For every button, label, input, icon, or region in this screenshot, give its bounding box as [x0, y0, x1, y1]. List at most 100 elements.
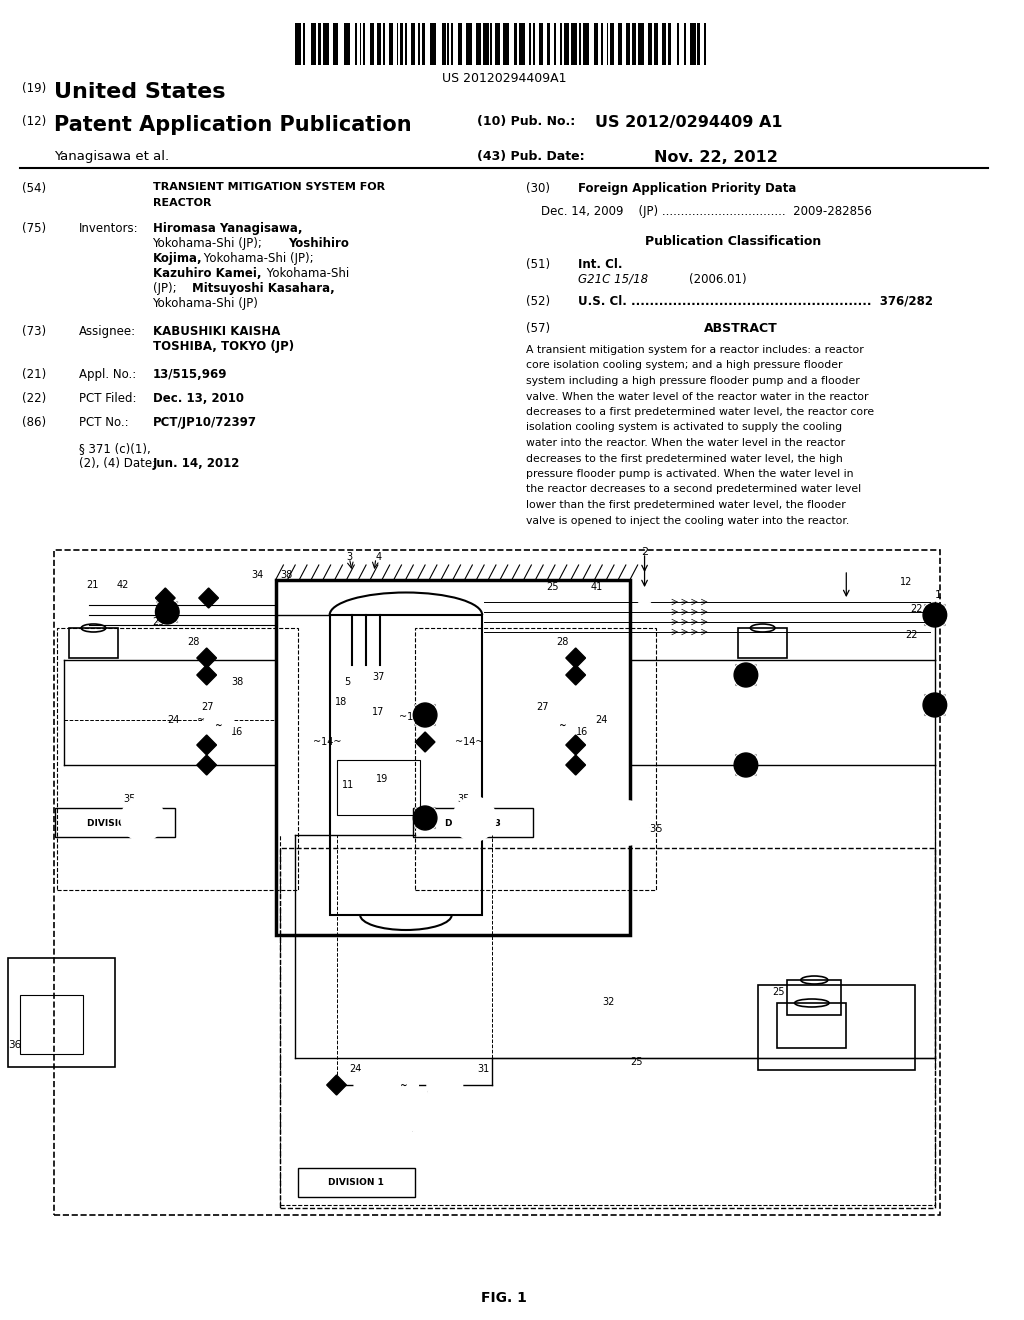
Text: (2006.01): (2006.01): [689, 273, 746, 286]
Bar: [447, 22, 450, 65]
Text: (75): (75): [22, 222, 46, 235]
Bar: [396, 22, 398, 65]
Bar: [653, 22, 657, 65]
Text: 37: 37: [372, 672, 384, 682]
Text: Foreign Application Priority Data: Foreign Application Priority Data: [578, 182, 796, 195]
Polygon shape: [566, 648, 586, 668]
Text: 28: 28: [187, 638, 200, 647]
Text: 5: 5: [344, 677, 350, 686]
Bar: [388, 22, 392, 65]
Text: Yoshihiro: Yoshihiro: [289, 238, 349, 249]
Text: 35: 35: [458, 795, 470, 804]
Text: 31: 31: [431, 1094, 443, 1104]
Bar: [571, 22, 577, 65]
Bar: [495, 22, 501, 65]
Text: 28: 28: [556, 638, 568, 647]
Bar: [412, 22, 415, 65]
Text: ~: ~: [399, 1081, 408, 1089]
Text: isolation cooling system is activated to supply the cooling: isolation cooling system is activated to…: [526, 422, 843, 433]
Bar: [684, 22, 686, 65]
Text: (43) Pub. Date:: (43) Pub. Date:: [477, 150, 585, 162]
Text: ~: ~: [559, 721, 566, 730]
Text: 32: 32: [602, 997, 614, 1007]
Polygon shape: [197, 648, 216, 668]
Text: DIVISION 2: DIVISION 2: [87, 818, 143, 828]
Circle shape: [453, 797, 496, 841]
Bar: [344, 22, 349, 65]
Bar: [466, 22, 472, 65]
Bar: [697, 22, 700, 65]
Text: 19: 19: [376, 774, 388, 784]
Text: G21C 15/18: G21C 15/18: [578, 273, 648, 286]
Bar: [705, 22, 706, 65]
Bar: [483, 22, 488, 65]
Text: U.S. Cl. ....................................................  376/282: U.S. Cl. ...............................…: [578, 294, 933, 308]
Text: (JP);: (JP);: [153, 282, 180, 294]
Text: 12: 12: [900, 577, 912, 587]
Text: FIG. 1: FIG. 1: [481, 1291, 526, 1305]
Text: valve. When the water level of the reactor water in the reactor: valve. When the water level of the react…: [526, 392, 869, 401]
Bar: [668, 22, 672, 65]
Circle shape: [156, 601, 179, 624]
Bar: [400, 22, 402, 65]
Circle shape: [606, 801, 649, 845]
Text: DIVISION 1: DIVISION 1: [329, 1177, 384, 1187]
Bar: [787, 979, 842, 1015]
Bar: [422, 22, 425, 65]
Polygon shape: [416, 733, 435, 752]
Bar: [632, 22, 636, 65]
Text: Yokohama-Shi (JP): Yokohama-Shi (JP): [153, 297, 258, 310]
Bar: [377, 22, 381, 65]
Bar: [758, 985, 915, 1071]
Text: REACTOR: REACTOR: [153, 198, 211, 209]
Text: Nov. 22, 2012: Nov. 22, 2012: [654, 150, 778, 165]
Text: (51): (51): [526, 257, 551, 271]
Text: Publication Classification: Publication Classification: [644, 235, 821, 248]
Circle shape: [414, 704, 437, 727]
Bar: [534, 22, 536, 65]
Bar: [554, 22, 556, 65]
Bar: [430, 22, 436, 65]
Bar: [514, 22, 517, 65]
Text: (30): (30): [526, 182, 551, 195]
Text: DIVISION 3: DIVISION 3: [445, 818, 502, 828]
Text: (54): (54): [22, 182, 46, 195]
Bar: [547, 22, 550, 65]
Bar: [738, 628, 787, 657]
Bar: [648, 22, 652, 65]
Bar: [626, 22, 630, 65]
Text: Inventors:: Inventors:: [79, 222, 138, 235]
Bar: [337, 760, 420, 814]
Circle shape: [923, 603, 946, 627]
Text: 25: 25: [153, 616, 165, 627]
Text: 22: 22: [905, 630, 918, 640]
Text: valve is opened to inject the cooling water into the reactor.: valve is opened to inject the cooling wa…: [526, 516, 850, 525]
Text: Patent Application Publication: Patent Application Publication: [54, 115, 412, 135]
Bar: [355, 22, 356, 65]
Bar: [295, 22, 301, 65]
Text: 35: 35: [123, 795, 135, 804]
Text: water into the reactor. When the water level in the reactor: water into the reactor. When the water l…: [526, 438, 846, 447]
Text: (12): (12): [22, 115, 46, 128]
Bar: [618, 22, 622, 65]
Text: 24: 24: [595, 715, 607, 725]
Text: ~13~: ~13~: [398, 711, 427, 722]
Text: system including a high pressure flooder pump and a flooder: system including a high pressure flooder…: [526, 376, 860, 385]
Text: (19): (19): [22, 82, 46, 95]
Polygon shape: [635, 587, 654, 609]
Circle shape: [427, 1067, 463, 1104]
Bar: [418, 22, 420, 65]
Text: US 2012/0294409 A1: US 2012/0294409 A1: [595, 115, 783, 129]
Bar: [302, 22, 305, 65]
Text: § 371 (c)(1),: § 371 (c)(1),: [79, 442, 151, 455]
Polygon shape: [199, 587, 218, 609]
Text: TRANSIENT MITIGATION SYSTEM FOR: TRANSIENT MITIGATION SYSTEM FOR: [153, 182, 385, 191]
Text: lower than the first predetermined water level, the flooder: lower than the first predetermined water…: [526, 500, 846, 510]
Text: 1: 1: [935, 590, 942, 601]
Text: Kazuhiro Kamei,: Kazuhiro Kamei,: [153, 267, 261, 280]
Text: ~14~: ~14~: [455, 737, 483, 747]
Text: A transient mitigation system for a reactor includes: a reactor: A transient mitigation system for a reac…: [526, 345, 864, 355]
Bar: [364, 22, 365, 65]
Circle shape: [204, 710, 233, 741]
Text: 38: 38: [281, 570, 293, 579]
